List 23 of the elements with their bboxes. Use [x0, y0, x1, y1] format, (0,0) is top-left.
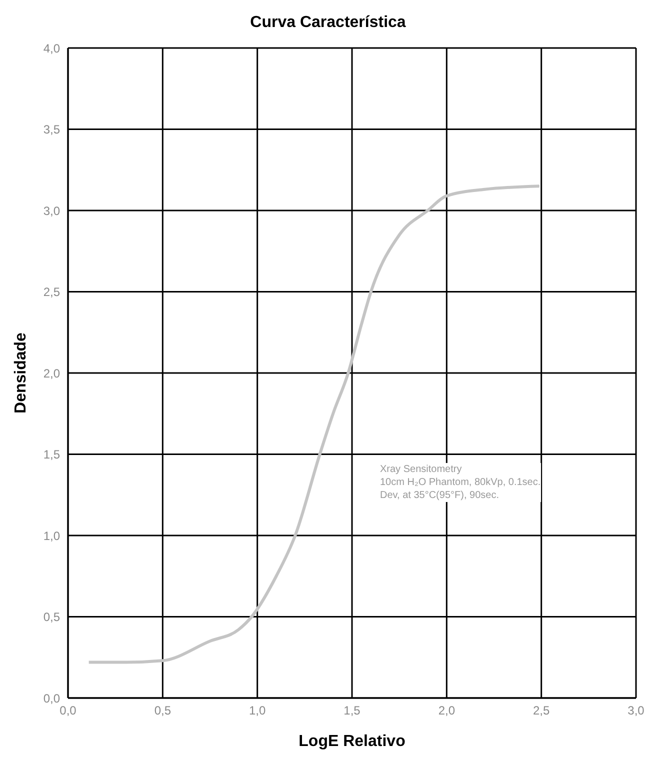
annotation: Dev, at 35°C(95°F), 90sec. — [380, 489, 500, 502]
y-tick-label: 2,0 — [43, 366, 60, 380]
x-tick-label: 2,0 — [438, 704, 456, 718]
x-tick-label: 0,5 — [154, 704, 172, 718]
y-tick-label: 0,5 — [43, 610, 60, 624]
x-tick-label: 1,5 — [344, 704, 361, 718]
annotation: 10cm H₂O Phantom, 80kVp, 0.1sec. — [380, 476, 541, 489]
y-tick-label: 2,5 — [43, 285, 60, 300]
y-axis-title: Densidade — [12, 332, 30, 414]
y-tick-label: 0,0 — [43, 691, 60, 706]
annotation: Xray Sensitometry — [380, 463, 463, 476]
x-tick-label: 0,0 — [60, 704, 77, 718]
y-tick-label: 1,0 — [43, 528, 60, 543]
y-tick-label: 4,0 — [43, 41, 60, 56]
y-tick-label: 3,0 — [43, 204, 60, 218]
y-tick-label: 1,5 — [43, 448, 60, 462]
x-tick-label: 3,0 — [628, 704, 645, 718]
chart-title: Curva Característica — [249, 14, 407, 32]
x-tick-label: 1,0 — [248, 704, 266, 718]
y-tick-label: 3,5 — [43, 122, 60, 137]
x-tick-label: 2,5 — [532, 704, 550, 718]
x-axis-title: LogE Relativo — [298, 733, 406, 750]
line-series — [87, 184, 541, 664]
